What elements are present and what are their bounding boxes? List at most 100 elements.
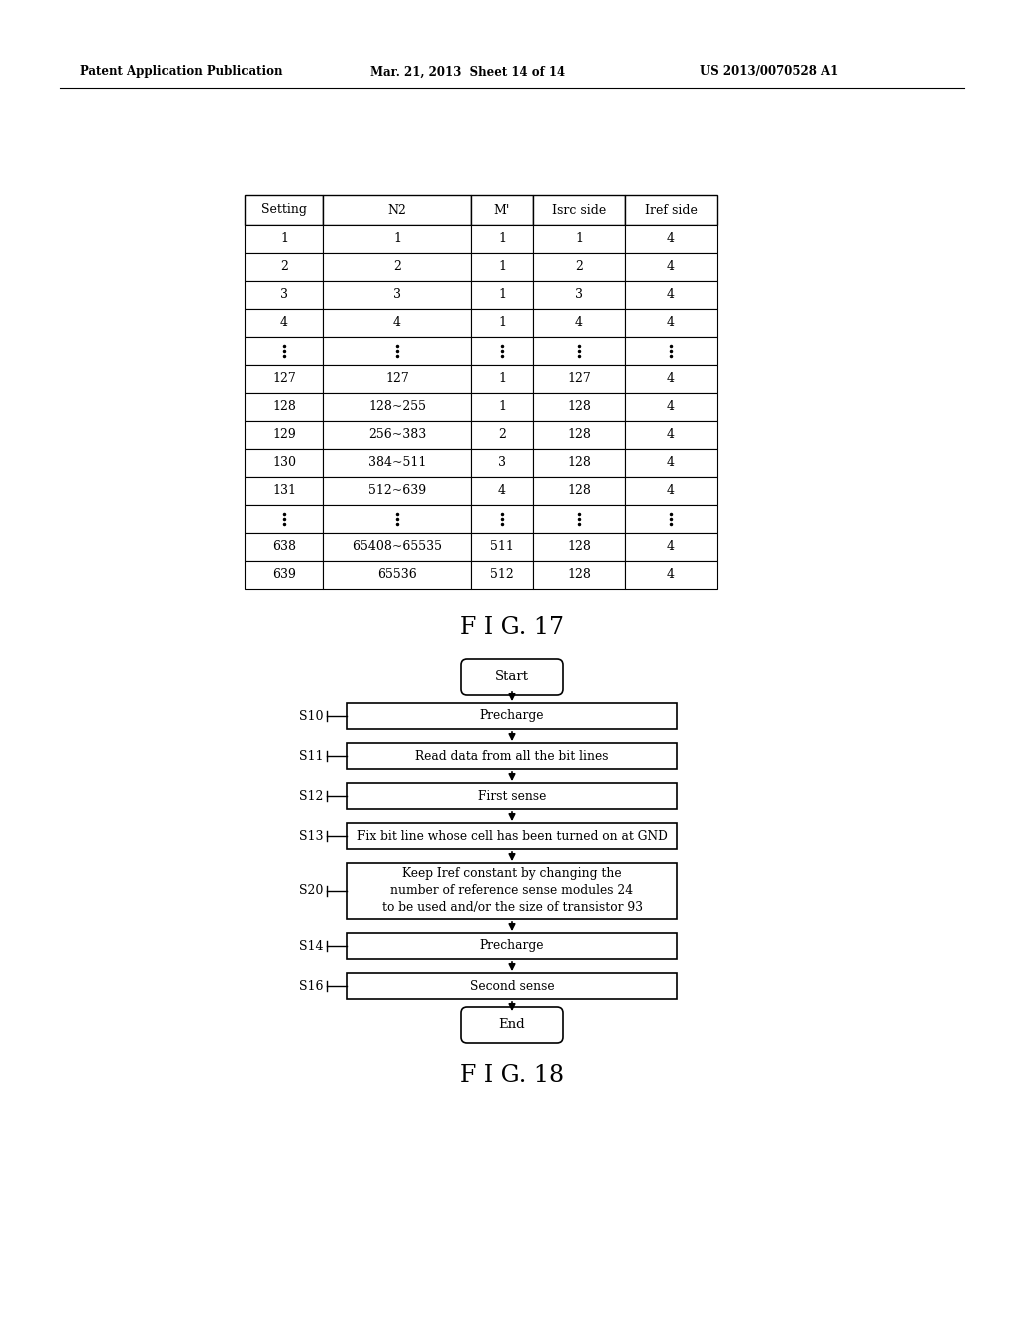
Text: 128: 128 bbox=[567, 429, 591, 441]
Bar bbox=[625, 393, 717, 421]
Text: 638: 638 bbox=[272, 540, 296, 553]
Bar bbox=[471, 477, 534, 506]
Bar bbox=[245, 506, 323, 533]
Bar bbox=[347, 933, 677, 960]
Bar bbox=[323, 224, 471, 253]
Bar bbox=[245, 337, 323, 366]
Text: 3: 3 bbox=[393, 289, 401, 301]
Bar bbox=[245, 195, 323, 224]
Bar bbox=[471, 533, 534, 561]
Text: 2: 2 bbox=[280, 260, 288, 273]
Bar bbox=[323, 561, 471, 589]
Text: S16: S16 bbox=[299, 979, 323, 993]
Text: End: End bbox=[499, 1019, 525, 1031]
Text: Patent Application Publication: Patent Application Publication bbox=[80, 66, 283, 78]
Text: 4: 4 bbox=[667, 317, 675, 330]
Bar bbox=[245, 253, 323, 281]
Bar bbox=[245, 366, 323, 393]
Text: 4: 4 bbox=[667, 569, 675, 582]
Bar bbox=[245, 421, 323, 449]
Text: S20: S20 bbox=[299, 884, 323, 898]
Bar bbox=[471, 393, 534, 421]
Text: Start: Start bbox=[495, 671, 529, 684]
Bar bbox=[245, 309, 323, 337]
Text: 65408~65535: 65408~65535 bbox=[352, 540, 442, 553]
Bar bbox=[534, 393, 625, 421]
Text: Setting: Setting bbox=[261, 203, 307, 216]
Text: 128: 128 bbox=[567, 484, 591, 498]
Text: 1: 1 bbox=[575, 232, 583, 246]
Text: 639: 639 bbox=[272, 569, 296, 582]
Text: S12: S12 bbox=[299, 789, 323, 803]
Bar bbox=[625, 309, 717, 337]
Bar bbox=[625, 253, 717, 281]
Text: S14: S14 bbox=[299, 940, 323, 953]
Text: 127: 127 bbox=[272, 372, 296, 385]
Text: M': M' bbox=[494, 203, 510, 216]
Bar bbox=[471, 309, 534, 337]
Text: 4: 4 bbox=[667, 400, 675, 413]
Text: US 2013/0070528 A1: US 2013/0070528 A1 bbox=[700, 66, 839, 78]
FancyBboxPatch shape bbox=[461, 1007, 563, 1043]
Text: 1: 1 bbox=[498, 232, 506, 246]
Bar bbox=[347, 863, 677, 919]
Text: 1: 1 bbox=[393, 232, 401, 246]
Text: 128: 128 bbox=[567, 457, 591, 470]
Bar bbox=[471, 224, 534, 253]
Bar bbox=[534, 224, 625, 253]
Bar bbox=[534, 337, 625, 366]
Text: 512: 512 bbox=[490, 569, 514, 582]
Text: Isrc side: Isrc side bbox=[552, 203, 606, 216]
Text: 1: 1 bbox=[498, 317, 506, 330]
Bar bbox=[323, 309, 471, 337]
Text: 511: 511 bbox=[490, 540, 514, 553]
Bar bbox=[323, 533, 471, 561]
Text: 4: 4 bbox=[667, 232, 675, 246]
Bar bbox=[471, 281, 534, 309]
Text: 384~511: 384~511 bbox=[368, 457, 426, 470]
Text: 3: 3 bbox=[575, 289, 583, 301]
Bar bbox=[471, 561, 534, 589]
Text: 1: 1 bbox=[498, 289, 506, 301]
Bar bbox=[625, 533, 717, 561]
FancyBboxPatch shape bbox=[461, 659, 563, 696]
Text: 129: 129 bbox=[272, 429, 296, 441]
Bar bbox=[323, 393, 471, 421]
Bar bbox=[347, 704, 677, 729]
Bar bbox=[347, 973, 677, 999]
Text: 1: 1 bbox=[498, 260, 506, 273]
Bar bbox=[534, 506, 625, 533]
Bar bbox=[471, 449, 534, 477]
Text: 256~383: 256~383 bbox=[368, 429, 426, 441]
Bar bbox=[323, 366, 471, 393]
Text: S10: S10 bbox=[299, 710, 323, 722]
Bar bbox=[625, 561, 717, 589]
Text: Precharge: Precharge bbox=[480, 710, 544, 722]
Bar bbox=[534, 195, 625, 224]
Bar bbox=[534, 477, 625, 506]
Text: 65536: 65536 bbox=[377, 569, 417, 582]
Bar bbox=[245, 561, 323, 589]
Bar bbox=[471, 366, 534, 393]
Bar bbox=[245, 449, 323, 477]
Bar bbox=[323, 421, 471, 449]
Text: 4: 4 bbox=[667, 484, 675, 498]
Text: 128: 128 bbox=[567, 569, 591, 582]
Bar bbox=[347, 783, 677, 809]
Text: 4: 4 bbox=[393, 317, 401, 330]
Bar bbox=[347, 822, 677, 849]
Text: Precharge: Precharge bbox=[480, 940, 544, 953]
Bar bbox=[625, 366, 717, 393]
Text: 4: 4 bbox=[667, 540, 675, 553]
Text: 4: 4 bbox=[667, 260, 675, 273]
Bar bbox=[625, 281, 717, 309]
Bar bbox=[625, 337, 717, 366]
Bar bbox=[323, 477, 471, 506]
Text: 4: 4 bbox=[498, 484, 506, 498]
Text: N2: N2 bbox=[387, 203, 407, 216]
Bar bbox=[323, 281, 471, 309]
Text: 128~255: 128~255 bbox=[368, 400, 426, 413]
Text: Keep Iref constant by changing the
number of reference sense modules 24
to be us: Keep Iref constant by changing the numbe… bbox=[382, 867, 642, 915]
Bar bbox=[534, 281, 625, 309]
Bar bbox=[534, 561, 625, 589]
